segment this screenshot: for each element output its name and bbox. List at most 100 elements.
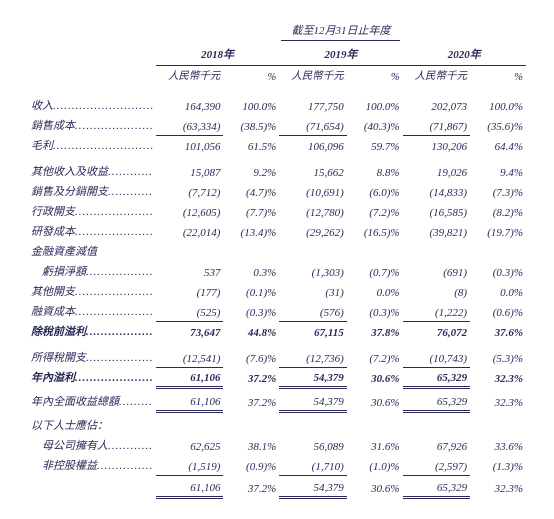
pct-cell: 32.3% xyxy=(470,367,526,387)
value-cell: 537 xyxy=(156,261,223,281)
pct-cell: 100.0% xyxy=(223,89,279,115)
value-cell: 61,106 xyxy=(156,367,223,387)
pct-cell: 44.8% xyxy=(223,321,279,341)
row-label: 以下人士應佔： xyxy=(31,417,108,433)
row-label: 除稅前溢利 xyxy=(31,323,86,339)
row-label: 其他開支 xyxy=(31,283,75,299)
pct-cell: (0.1)% xyxy=(223,281,279,301)
row-label: 融資成本 xyxy=(31,303,75,319)
pct-cell: (0.3)% xyxy=(470,261,526,281)
value-cell: (14,833) xyxy=(403,181,470,201)
pct-cell: 9.2% xyxy=(223,155,279,181)
pct-cell: (0.7)% xyxy=(347,261,403,281)
pct-cell: 37.2% xyxy=(223,387,279,411)
value-cell: 56,089 xyxy=(279,435,346,455)
table-row: 銷售及分銷開支................................(… xyxy=(28,181,526,201)
row-label: 年內全面收益總額 xyxy=(31,393,119,409)
row-label: 行政開支 xyxy=(31,203,75,219)
pct-cell: 37.8% xyxy=(347,321,403,341)
value-cell: 61,106 xyxy=(156,475,223,497)
pct-cell: 0.0% xyxy=(347,281,403,301)
value-cell: (8) xyxy=(403,281,470,301)
pct-cell: 61.5% xyxy=(223,135,279,155)
value-cell: 65,329 xyxy=(403,367,470,387)
row-label: 虧損淨額 xyxy=(31,263,86,279)
pct-cell: (0.3)% xyxy=(223,301,279,321)
value-cell: (7,712) xyxy=(156,181,223,201)
value-cell: 65,329 xyxy=(403,475,470,497)
table-row: 其他開支................................(177… xyxy=(28,281,526,301)
pct-cell: (0.3)% xyxy=(347,301,403,321)
value-cell: (177) xyxy=(156,281,223,301)
pct-cell: 30.6% xyxy=(347,387,403,411)
value-cell: 164,390 xyxy=(156,89,223,115)
pct-cell: (13.4)% xyxy=(223,221,279,241)
pct-cell: (40.3)% xyxy=(347,115,403,135)
pct-cell: 100.0% xyxy=(347,89,403,115)
value-cell: (1,222) xyxy=(403,301,470,321)
pct-header: % xyxy=(223,66,279,90)
row-label: 母公司擁有人 xyxy=(31,437,108,453)
row-label: 研發成本 xyxy=(31,223,75,239)
table-row: 研發成本................................(22,… xyxy=(28,221,526,241)
pct-cell: 32.3% xyxy=(470,387,526,411)
unit-header: 人民幣千元 xyxy=(156,66,223,90)
table-row: 融資成本................................(525… xyxy=(28,301,526,321)
value-cell: (10,743) xyxy=(403,341,470,367)
pct-cell: (35.6)% xyxy=(470,115,526,135)
pct-cell: 33.6% xyxy=(470,435,526,455)
value-cell: (29,262) xyxy=(279,221,346,241)
row-label: 金融資產減值 xyxy=(31,243,97,259)
pct-header: % xyxy=(470,66,526,90)
value-cell: 19,026 xyxy=(403,155,470,181)
pct-cell: (38.5)% xyxy=(223,115,279,135)
pct-header: % xyxy=(347,66,403,90)
pct-cell: 30.6% xyxy=(347,475,403,497)
pct-cell: (5.3)% xyxy=(470,341,526,367)
value-cell: (525) xyxy=(156,301,223,321)
row-label: 非控股權益 xyxy=(31,457,97,473)
table-row: 61,10637.2%54,37930.6%65,32932.3% xyxy=(28,475,526,497)
pct-cell: (1.3)% xyxy=(470,455,526,475)
value-cell: (1,519) xyxy=(156,455,223,475)
value-cell: (12,605) xyxy=(156,201,223,221)
pct-cell: 8.8% xyxy=(347,155,403,181)
pct-cell: (1.0)% xyxy=(347,455,403,475)
pct-cell: 100.0% xyxy=(470,89,526,115)
table-row: 毛利................................101,05… xyxy=(28,135,526,155)
pct-cell: 30.6% xyxy=(347,367,403,387)
value-cell: (12,780) xyxy=(279,201,346,221)
row-label: 年內溢利 xyxy=(31,369,75,385)
value-cell: (2,597) xyxy=(403,455,470,475)
value-cell: (10,691) xyxy=(279,181,346,201)
value-cell: 73,647 xyxy=(156,321,223,341)
value-cell: (63,334) xyxy=(156,115,223,135)
value-cell: (22,014) xyxy=(156,221,223,241)
value-cell: (1,303) xyxy=(279,261,346,281)
value-cell: 62,625 xyxy=(156,435,223,455)
row-label: 銷售成本 xyxy=(31,117,75,133)
unit-header: 人民幣千元 xyxy=(279,66,346,90)
year-header: 2020年 xyxy=(403,44,526,66)
table-row: 銷售成本................................(63,… xyxy=(28,115,526,135)
value-cell: (71,867) xyxy=(403,115,470,135)
pct-cell: 37.2% xyxy=(223,367,279,387)
pct-cell: 0.0% xyxy=(470,281,526,301)
row-label: 毛利 xyxy=(31,137,53,153)
value-cell: (12,736) xyxy=(279,341,346,367)
value-cell: 106,096 xyxy=(279,135,346,155)
table-row: 虧損淨額................................5370… xyxy=(28,261,526,281)
value-cell: 15,087 xyxy=(156,155,223,181)
value-cell: 202,073 xyxy=(403,89,470,115)
value-cell: 67,926 xyxy=(403,435,470,455)
value-cell: (39,821) xyxy=(403,221,470,241)
pct-cell: 0.3% xyxy=(223,261,279,281)
value-cell: (1,710) xyxy=(279,455,346,475)
value-cell: (31) xyxy=(279,281,346,301)
pct-cell: 32.3% xyxy=(470,475,526,497)
table-row: 年內全面收益總額................................… xyxy=(28,387,526,411)
row-label: 銷售及分銷開支 xyxy=(31,183,108,199)
pct-cell: (19.7)% xyxy=(470,221,526,241)
table-row: 以下人士應佔： xyxy=(28,411,526,435)
row-label: 收入 xyxy=(31,97,53,113)
